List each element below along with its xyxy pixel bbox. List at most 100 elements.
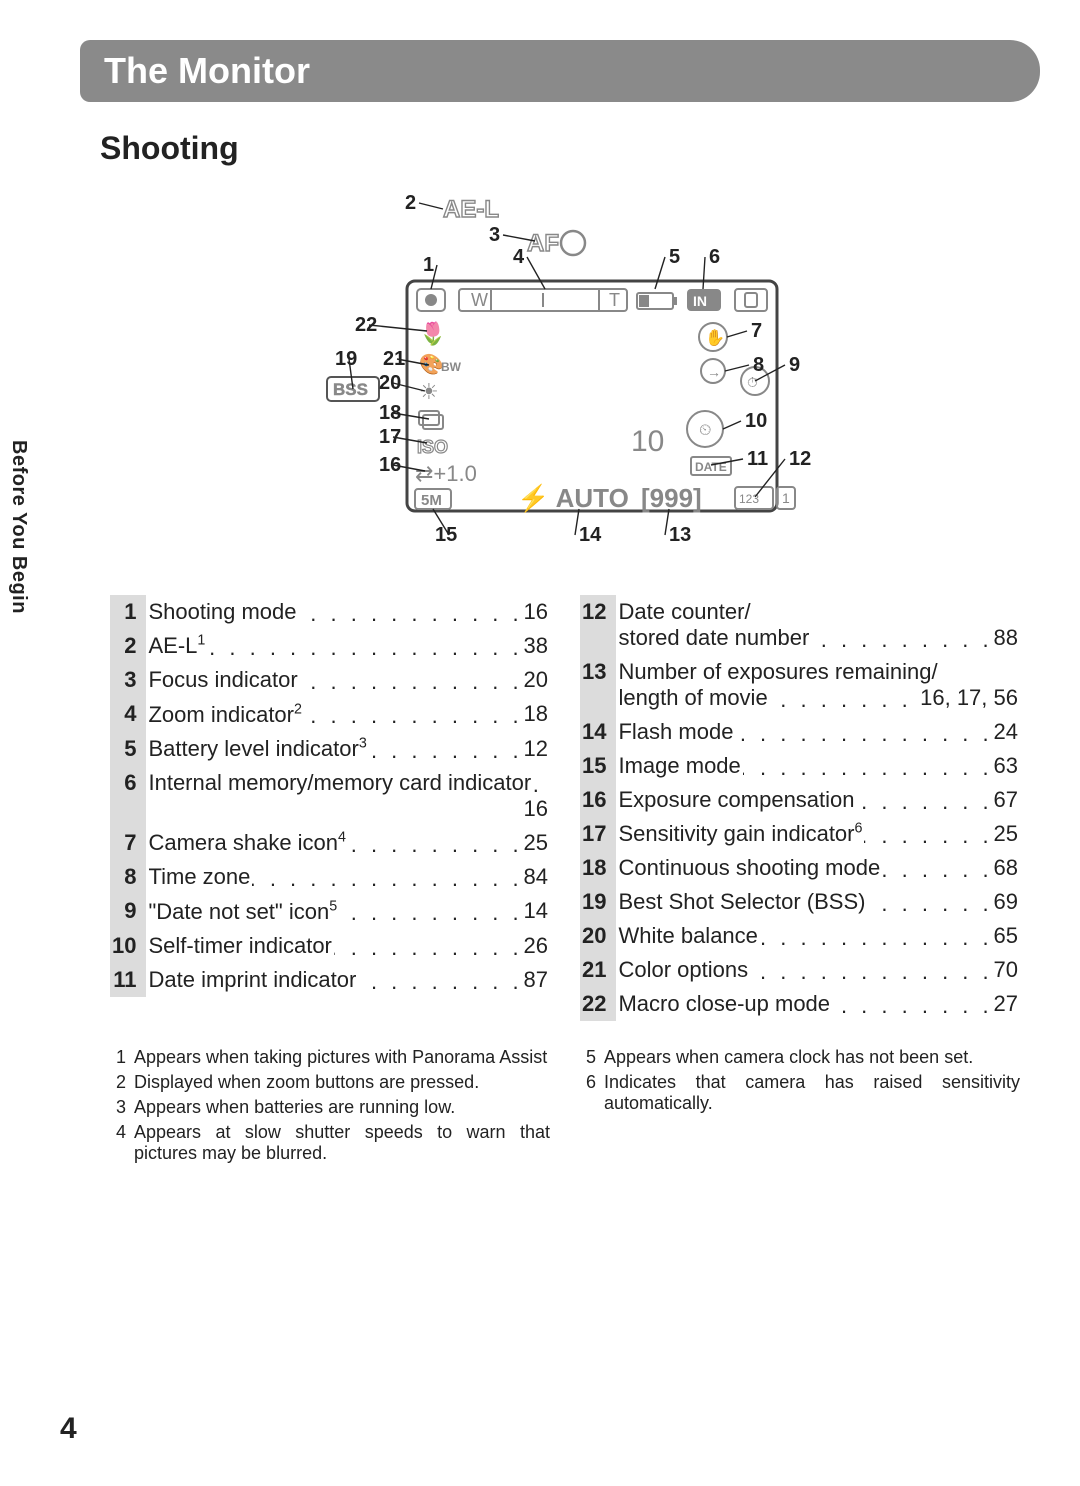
footnote: 6Indicates that camera has raised sensit…: [580, 1072, 1020, 1114]
svg-text:7: 7: [751, 320, 762, 342]
index-entry: Zoom indicator218: [146, 697, 550, 731]
index-num: 18: [580, 851, 616, 885]
index-entry: AE-L138: [146, 629, 550, 663]
footnote: 3Appears when batteries are running low.: [110, 1097, 550, 1118]
svg-text:8: 8: [753, 354, 764, 376]
index-col-left: 1Shooting mode162AE-L1383Focus indicator…: [110, 595, 550, 1021]
monitor-diagram: WTIN🌷🎨BW☀ISO⇄+1.05MBSS✋→⏱⏲10DATE⚡ AUTO[9…: [50, 181, 1020, 571]
index-entry: Continuous shooting mode68: [616, 851, 1020, 885]
index-entry: Best Shot Selector (BSS)69: [616, 885, 1020, 919]
index-num: 8: [110, 860, 146, 894]
svg-text:14: 14: [579, 524, 602, 546]
index-num: 2: [110, 629, 146, 663]
index-entry: White balance65: [616, 919, 1020, 953]
footnote: 4Appears at slow shutter speeds to warn …: [110, 1122, 550, 1164]
svg-text:1: 1: [782, 490, 790, 506]
footnote: 2Displayed when zoom buttons are pressed…: [110, 1072, 550, 1093]
index-entry: Internal memory/memory card indicator16: [146, 766, 550, 826]
index-col-right: 12Date counter/stored date number8813Num…: [580, 595, 1020, 1021]
svg-text:12: 12: [789, 448, 811, 470]
index-num: 10: [110, 929, 146, 963]
svg-text:BW: BW: [441, 360, 462, 374]
svg-text:→: →: [707, 364, 721, 380]
index-num: 21: [580, 953, 616, 987]
index-num: 19: [580, 885, 616, 919]
svg-text:2: 2: [405, 192, 416, 214]
svg-text:11: 11: [747, 448, 768, 470]
svg-text:5: 5: [669, 246, 680, 268]
index-entry: Camera shake icon425: [146, 826, 550, 860]
svg-text:22: 22: [355, 314, 377, 336]
svg-text:123: 123: [739, 492, 759, 506]
svg-text:13: 13: [669, 524, 691, 546]
index-entry: Macro close-up mode27: [616, 987, 1020, 1021]
svg-text:20: 20: [379, 372, 401, 394]
index-entry: "Date not set" icon514: [146, 894, 550, 928]
index-num: 22: [580, 987, 616, 1021]
svg-text:1: 1: [423, 254, 434, 276]
svg-text:18: 18: [379, 402, 401, 424]
svg-text:15: 15: [435, 524, 457, 546]
svg-text:[999]: [999]: [641, 483, 702, 513]
svg-text:🌷: 🌷: [419, 321, 446, 346]
index-num: 17: [580, 817, 616, 851]
index-num: 20: [580, 919, 616, 953]
svg-text:ISO: ISO: [417, 437, 448, 457]
index-entry: Flash mode24: [616, 715, 1020, 749]
index-num: 15: [580, 749, 616, 783]
index-num: 14: [580, 715, 616, 749]
footnote: 5Appears when camera clock has not been …: [580, 1047, 1020, 1068]
footnotes: 1Appears when taking pictures with Panor…: [110, 1047, 1020, 1168]
svg-text:BSS: BSS: [333, 380, 368, 399]
svg-text:21: 21: [383, 348, 405, 370]
index-num: 13: [580, 655, 616, 715]
index-entry: Focus indicator20: [146, 663, 550, 697]
svg-text:19: 19: [335, 348, 357, 370]
svg-text:⚡ AUTO: ⚡ AUTO: [517, 483, 629, 514]
svg-text:T: T: [609, 290, 620, 310]
index-entry: Image mode63: [616, 749, 1020, 783]
index-num: 7: [110, 826, 146, 860]
index-entry: Self-timer indicator26: [146, 929, 550, 963]
svg-text:☀: ☀: [419, 379, 439, 404]
svg-text:⏲: ⏲: [699, 422, 711, 439]
page-number: 4: [60, 1412, 77, 1446]
svg-text:10: 10: [745, 410, 767, 432]
svg-text:DATE: DATE: [695, 460, 727, 474]
index-entry: Date counter/stored date number88: [616, 595, 1020, 655]
svg-text:17: 17: [379, 426, 401, 448]
index-columns: 1Shooting mode162AE-L1383Focus indicator…: [110, 595, 1020, 1021]
index-num: 11: [110, 963, 146, 997]
svg-text:⏱: ⏱: [747, 374, 758, 390]
svg-text:IN: IN: [693, 293, 707, 309]
index-entry: Exposure compensation67: [616, 783, 1020, 817]
svg-text:10: 10: [631, 425, 664, 458]
footnote: 1Appears when taking pictures with Panor…: [110, 1047, 550, 1068]
svg-text:AF: AF: [527, 230, 559, 257]
index-entry: Battery level indicator312: [146, 732, 550, 766]
index-num: 12: [580, 595, 616, 655]
svg-text:9: 9: [789, 354, 800, 376]
index-num: 3: [110, 663, 146, 697]
index-num: 6: [110, 766, 146, 826]
index-entry: Sensitivity gain indicator625: [616, 817, 1020, 851]
svg-text:16: 16: [379, 454, 401, 476]
index-num: 5: [110, 732, 146, 766]
index-entry: Shooting mode16: [146, 595, 550, 629]
svg-text:⇄+1.0: ⇄+1.0: [415, 461, 477, 486]
svg-text:3: 3: [489, 224, 500, 246]
svg-text:AE-L: AE-L: [443, 196, 499, 223]
index-num: 9: [110, 894, 146, 928]
index-entry: Time zone84: [146, 860, 550, 894]
chapter-title: The Monitor: [80, 40, 1040, 102]
section-title: Shooting: [100, 130, 1020, 167]
svg-text:6: 6: [709, 246, 720, 268]
index-num: 4: [110, 697, 146, 731]
index-entry: Number of exposures remaining/length of …: [616, 655, 1020, 715]
side-tab: Before You Begin: [7, 440, 30, 614]
svg-text:4: 4: [513, 246, 525, 268]
svg-text:✋: ✋: [705, 328, 725, 347]
index-entry: Color options70: [616, 953, 1020, 987]
index-num: 16: [580, 783, 616, 817]
index-num: 1: [110, 595, 146, 629]
